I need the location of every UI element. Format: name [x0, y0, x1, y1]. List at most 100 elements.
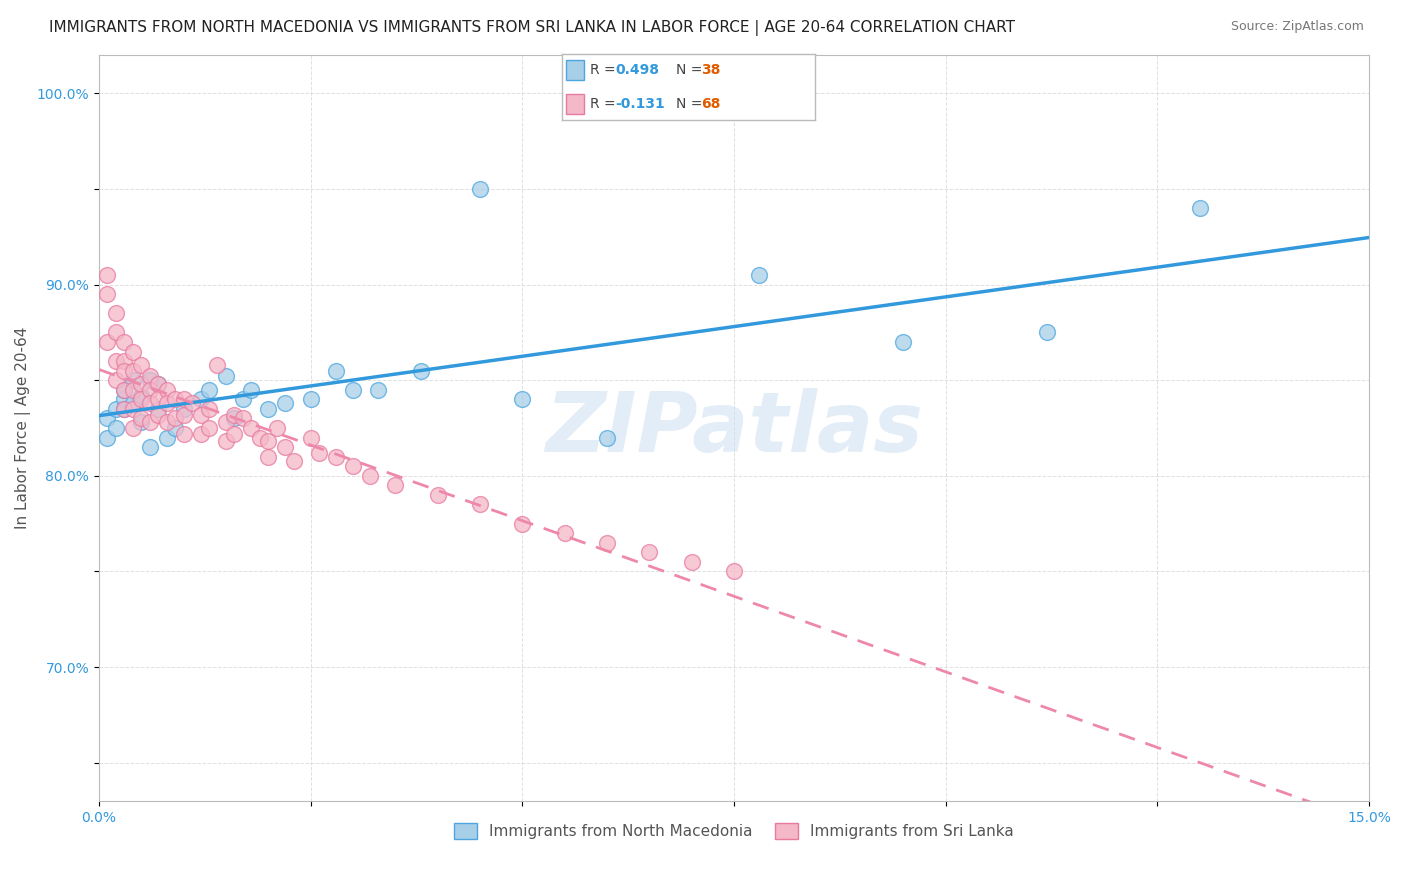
Point: [129, 377, 152, 392]
Point: [129, 392, 152, 407]
Point: [342, 459, 364, 474]
Text: -0.131: -0.131: [616, 96, 665, 111]
Point: [148, 401, 170, 416]
Point: [173, 401, 195, 416]
Point: [148, 408, 170, 422]
Point: [207, 358, 229, 372]
Point: [121, 373, 143, 387]
Point: [156, 396, 179, 410]
Point: [198, 383, 221, 397]
Point: [121, 383, 143, 397]
Point: [215, 434, 238, 449]
Point: [112, 383, 135, 397]
Point: [325, 364, 347, 378]
Point: [121, 344, 143, 359]
Point: [510, 516, 533, 531]
Point: [148, 392, 170, 407]
Point: [190, 408, 212, 422]
Point: [426, 488, 449, 502]
Point: [129, 415, 152, 429]
Point: [308, 446, 330, 460]
Point: [96, 334, 118, 349]
Point: [156, 383, 179, 397]
Point: [104, 373, 127, 387]
Point: [121, 364, 143, 378]
Point: [129, 388, 152, 402]
Point: [257, 401, 280, 416]
Point: [596, 431, 619, 445]
Point: [299, 392, 322, 407]
Point: [156, 415, 179, 429]
Point: [165, 421, 187, 435]
Point: [554, 526, 576, 541]
Point: [325, 450, 347, 464]
Point: [198, 421, 221, 435]
Point: [148, 377, 170, 392]
Point: [96, 268, 118, 282]
Point: [112, 334, 135, 349]
Point: [257, 434, 280, 449]
Point: [138, 369, 160, 384]
Point: [96, 431, 118, 445]
Point: [173, 392, 195, 407]
Point: [240, 421, 263, 435]
Point: [224, 411, 246, 425]
Point: [274, 440, 297, 454]
Point: [681, 555, 703, 569]
Point: [224, 426, 246, 441]
Point: [96, 287, 118, 301]
Point: [104, 326, 127, 340]
Point: [181, 396, 204, 410]
Y-axis label: In Labor Force | Age 20-64: In Labor Force | Age 20-64: [15, 326, 31, 529]
Text: R =: R =: [591, 96, 620, 111]
Point: [638, 545, 661, 559]
Point: [384, 478, 406, 492]
Point: [112, 392, 135, 407]
Bar: [567, 94, 583, 114]
Point: [215, 415, 238, 429]
Point: [198, 401, 221, 416]
Point: [249, 431, 271, 445]
Point: [121, 396, 143, 410]
Point: [359, 468, 381, 483]
Point: [138, 373, 160, 387]
Point: [299, 431, 322, 445]
Point: [468, 498, 491, 512]
Bar: [567, 61, 583, 80]
Legend: Immigrants from North Macedonia, Immigrants from Sri Lanka: Immigrants from North Macedonia, Immigra…: [447, 817, 1021, 846]
Point: [138, 415, 160, 429]
Text: Source: ZipAtlas.com: Source: ZipAtlas.com: [1230, 20, 1364, 33]
Text: N =: N =: [676, 96, 707, 111]
Text: 38: 38: [702, 63, 721, 78]
Point: [215, 369, 238, 384]
Point: [190, 426, 212, 441]
Point: [112, 401, 135, 416]
Point: [121, 421, 143, 435]
Point: [240, 383, 263, 397]
Point: [257, 450, 280, 464]
Point: [468, 182, 491, 196]
Point: [1036, 326, 1059, 340]
Text: R =: R =: [591, 63, 620, 78]
Text: 0.498: 0.498: [616, 63, 659, 78]
Point: [138, 396, 160, 410]
Point: [342, 383, 364, 397]
Text: N =: N =: [676, 63, 707, 78]
Text: 68: 68: [702, 96, 721, 111]
Point: [224, 408, 246, 422]
Point: [112, 401, 135, 416]
Point: [138, 440, 160, 454]
Point: [104, 421, 127, 435]
Point: [1188, 201, 1211, 215]
Point: [367, 383, 389, 397]
Point: [510, 392, 533, 407]
Point: [148, 377, 170, 392]
Point: [266, 421, 288, 435]
Point: [409, 364, 432, 378]
Point: [129, 358, 152, 372]
Point: [96, 411, 118, 425]
Point: [232, 392, 254, 407]
Point: [104, 401, 127, 416]
Point: [121, 401, 143, 416]
Point: [156, 431, 179, 445]
